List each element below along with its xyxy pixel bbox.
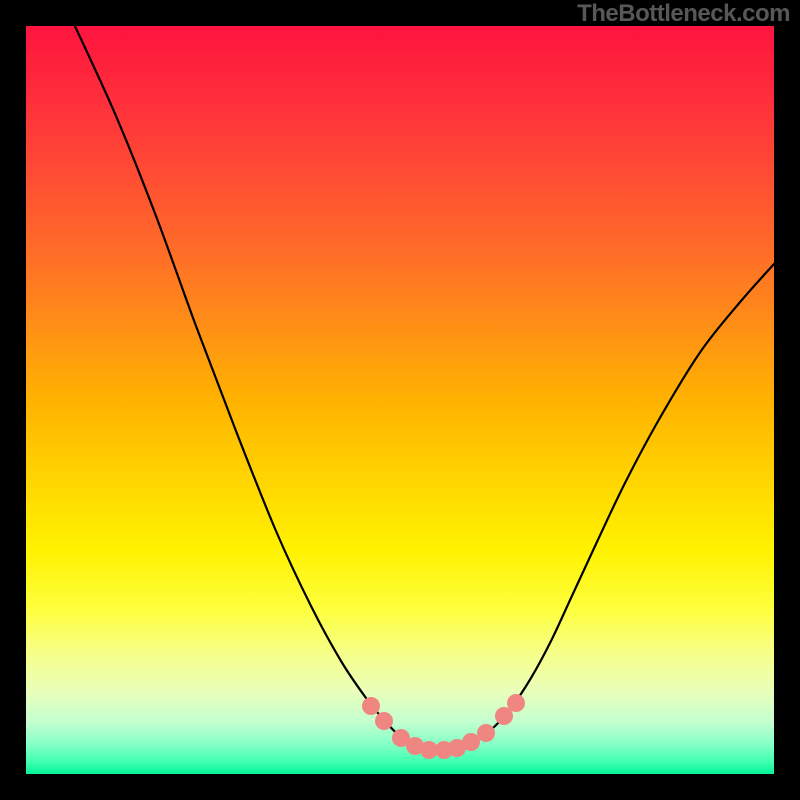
watermark-label: TheBottleneck.com	[577, 0, 790, 28]
chart-frame: TheBottleneck.com	[0, 0, 800, 800]
plot-svg	[0, 0, 800, 800]
